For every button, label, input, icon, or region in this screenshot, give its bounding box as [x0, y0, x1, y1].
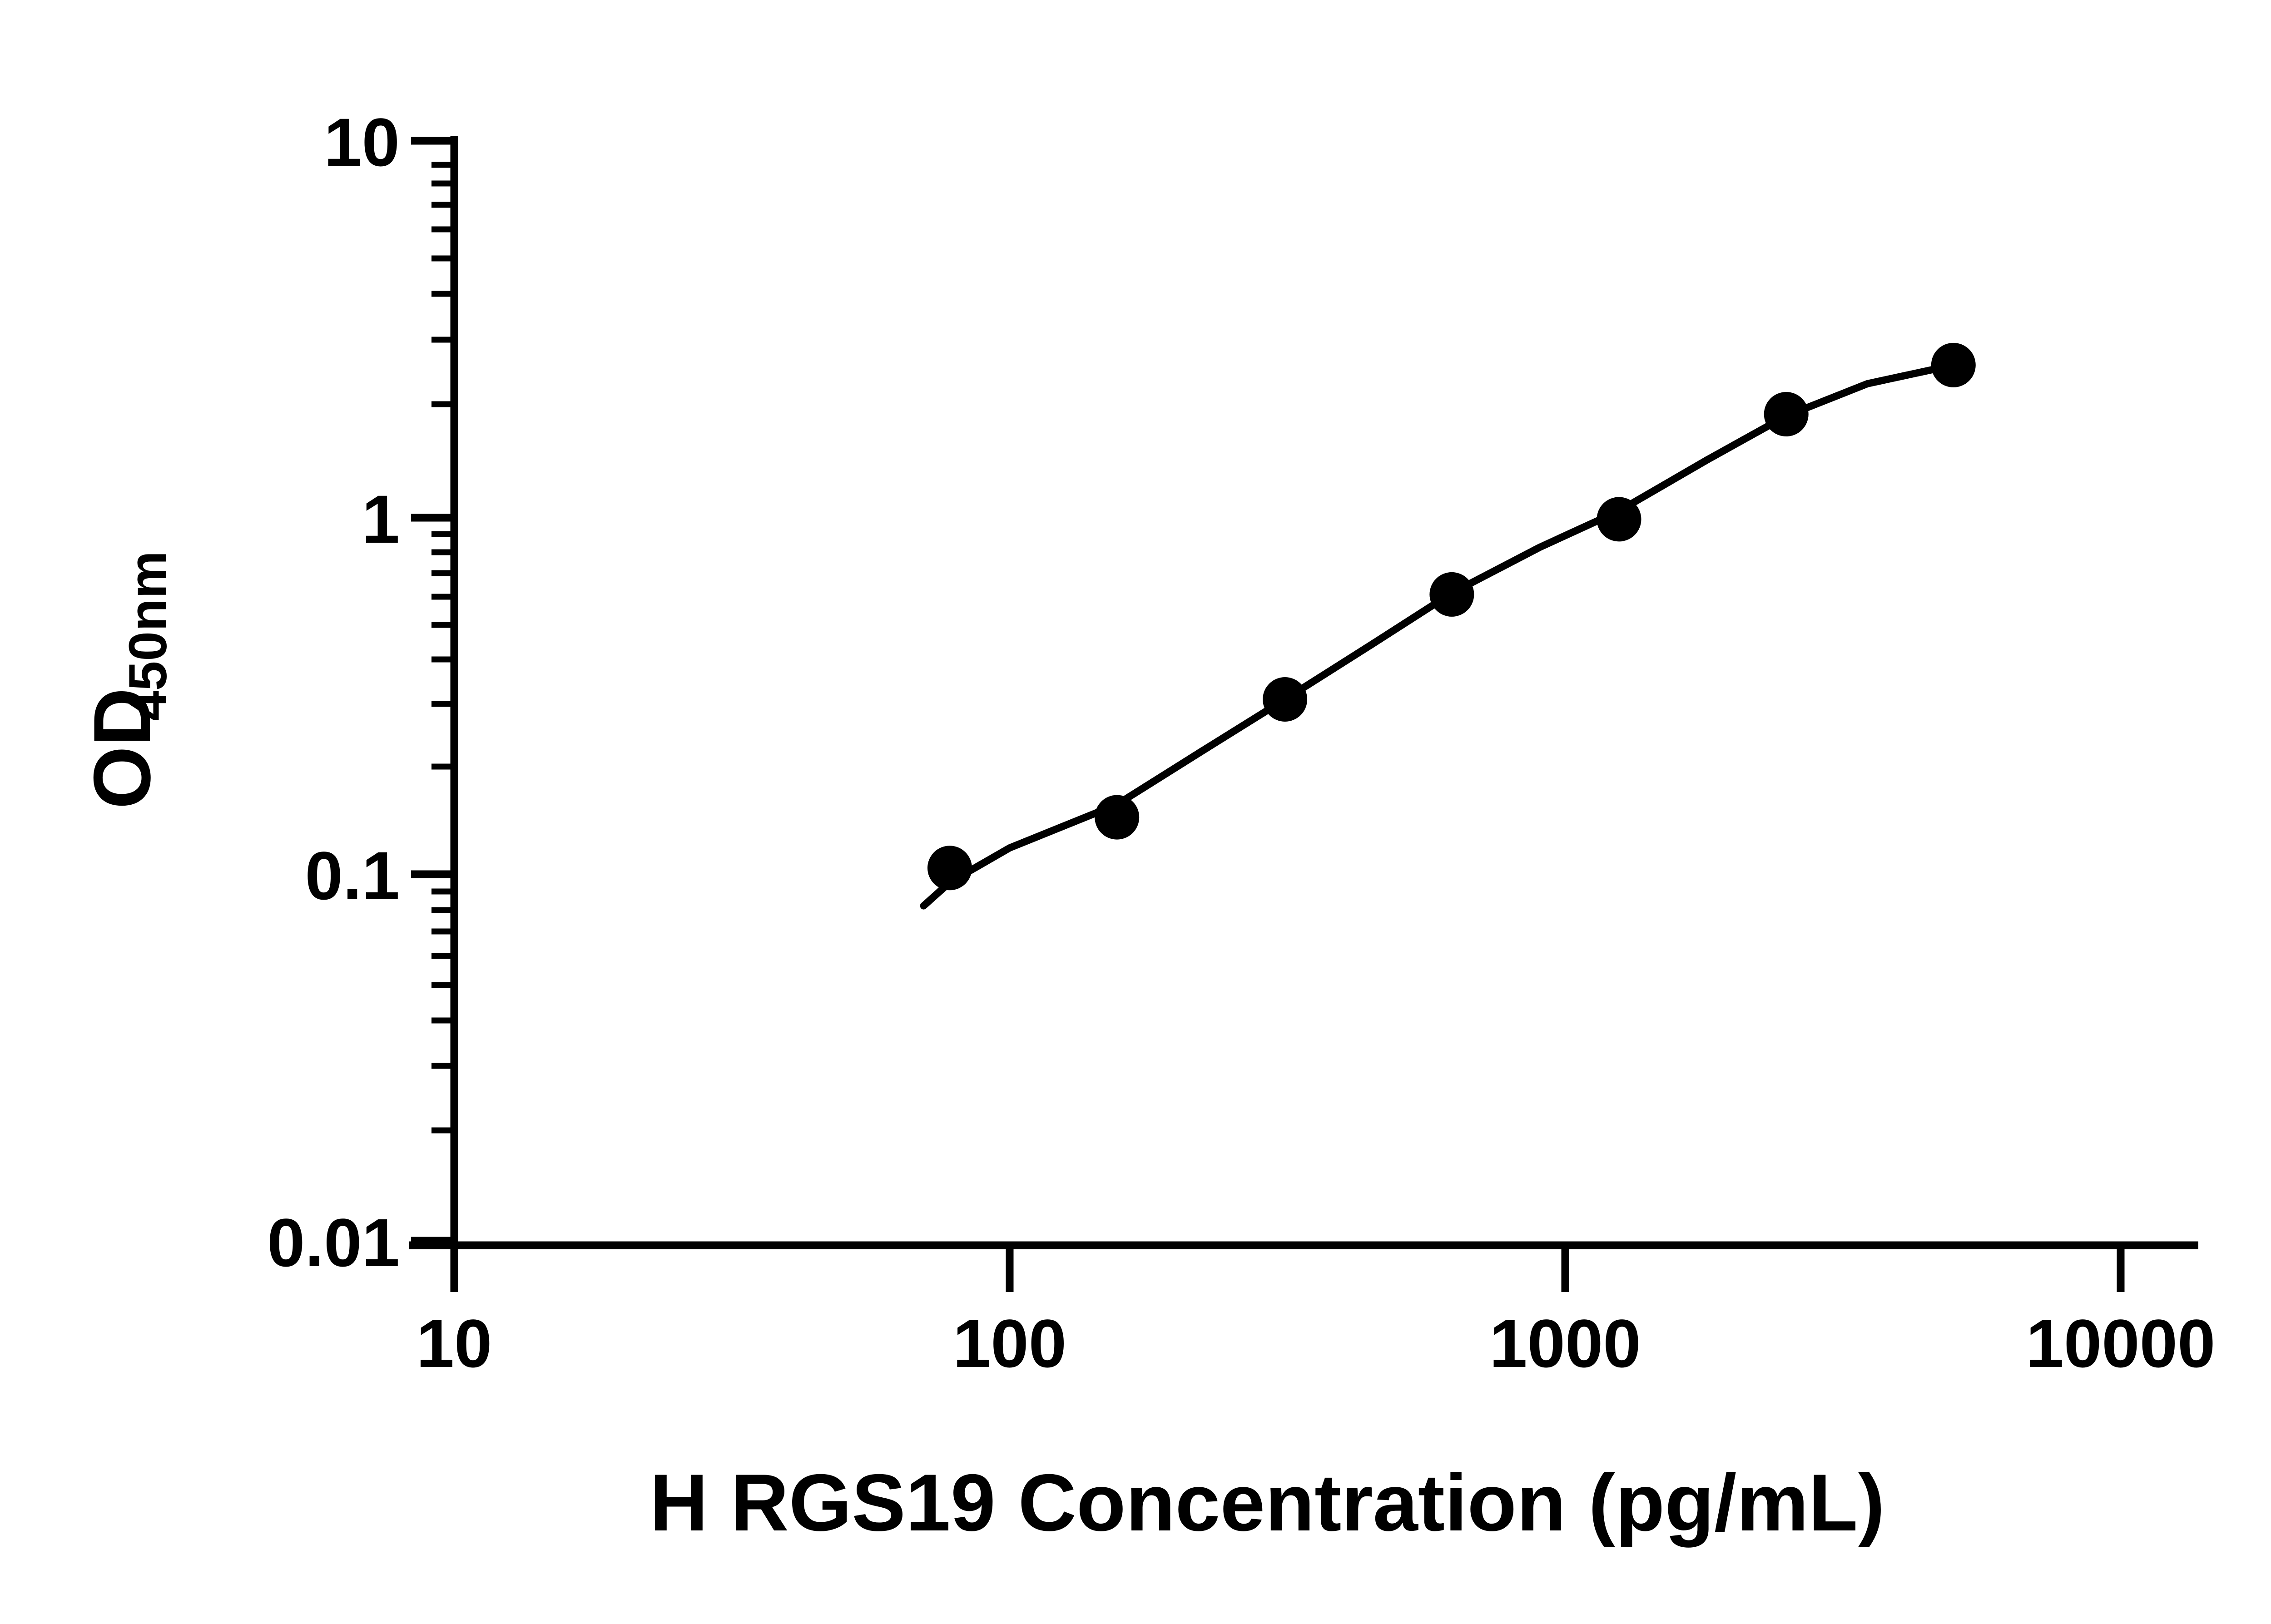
y-tick-label-1: 1 — [362, 481, 400, 557]
y-axis-title-subscript: 450nm — [118, 551, 178, 721]
x-axis-group: 10 100 1000 10000 — [409, 1241, 2216, 1381]
x-tick-label-1000: 1000 — [1489, 1305, 1641, 1381]
x-axis-title: H RGS19 Concentration (pg/mL) — [650, 1457, 1885, 1548]
data-point — [1931, 342, 1976, 387]
y-tick-label-0-01: 0.01 — [267, 1204, 400, 1281]
x-tick-label-10000: 10000 — [2026, 1305, 2215, 1381]
data-point — [1597, 497, 1641, 542]
y-axis-title: OD — [77, 688, 167, 809]
y-axis-group: 10 1 0.1 0.01 — [267, 104, 458, 1281]
data-point — [1263, 677, 1308, 722]
y-tick-label-10: 10 — [324, 104, 400, 180]
data-point — [1429, 572, 1474, 617]
x-tick-label-10: 10 — [417, 1305, 492, 1381]
y-axis-title-group: OD 450nm — [77, 551, 178, 809]
data-point — [1764, 392, 1809, 436]
data-point — [927, 846, 972, 891]
x-tick-label-100: 100 — [953, 1305, 1066, 1381]
y-tick-label-0-1: 0.1 — [305, 837, 400, 914]
data-point — [1095, 795, 1140, 840]
data-point-group — [927, 342, 1976, 891]
standard-curve-line — [920, 361, 1957, 910]
